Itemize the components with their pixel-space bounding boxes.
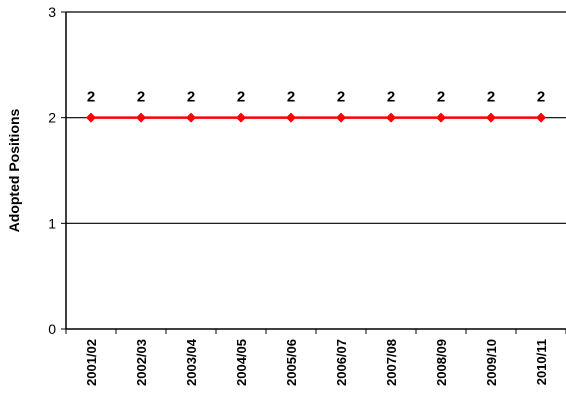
data-label: 2: [287, 89, 295, 106]
x-tick-label: 2001/02: [84, 339, 99, 386]
x-tick-label: 2005/06: [284, 339, 299, 386]
x-tick-label: 2010/11: [534, 339, 549, 385]
x-tick-label: 2007/08: [384, 339, 399, 386]
data-point-marker: [336, 112, 346, 123]
y-tick-label: 2: [48, 110, 56, 126]
data-label: 2: [137, 89, 145, 106]
data-point-marker: [136, 112, 146, 123]
y-tick-label: 1: [48, 215, 56, 231]
data-label: 2: [187, 89, 195, 106]
axes: [61, 11, 566, 334]
x-tick-label: 2006/07: [334, 339, 349, 386]
data-point-marker: [386, 112, 396, 123]
y-tick-label: 0: [48, 321, 56, 337]
y-tick-labels: 0 1 2 3: [48, 4, 56, 337]
data-label: 2: [437, 89, 445, 106]
x-tick-label: 2002/03: [134, 339, 149, 386]
series: [86, 112, 546, 123]
data-point-marker: [86, 112, 96, 123]
data-label: 2: [237, 89, 245, 106]
data-label: 2: [87, 89, 95, 106]
y-tick-label: 3: [48, 4, 56, 20]
data-point-marker: [436, 112, 446, 123]
data-label: 2: [387, 89, 395, 106]
x-tick-label: 2009/10: [484, 339, 499, 386]
data-point-marker: [286, 112, 296, 123]
data-label: 2: [487, 89, 495, 106]
data-point-marker: [236, 112, 246, 123]
data-labels: 2 2 2 2 2 2 2 2 2 2: [87, 89, 545, 106]
data-point-marker: [486, 112, 496, 123]
data-point-marker: [536, 112, 546, 123]
x-tick-label: 2004/05: [234, 339, 249, 386]
x-tick-labels: 2001/02 2002/03 2003/04 2004/05 2005/06 2006/…: [84, 338, 549, 386]
data-label: 2: [537, 89, 545, 106]
data-label: 2: [337, 89, 345, 106]
data-point-marker: [186, 112, 196, 123]
x-tick-label: 2003/04: [184, 338, 199, 386]
y-axis-title: Adopted Positions: [6, 108, 22, 232]
x-tick-label: 2008/09: [434, 339, 449, 386]
